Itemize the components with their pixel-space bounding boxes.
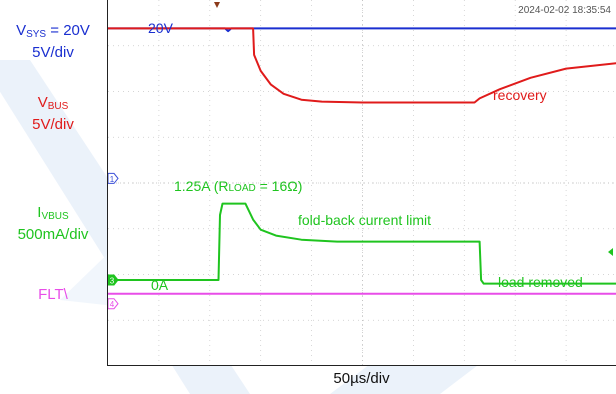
annotation-current-peak-suffix: = 16Ω) xyxy=(256,178,303,194)
ivbus-label: IVBUS 500mA/div xyxy=(0,204,106,244)
svg-text:1: 1 xyxy=(110,175,115,184)
svg-text:4: 4 xyxy=(110,300,115,309)
trace-ivbus xyxy=(108,202,616,285)
trigger-level-arrow-icon xyxy=(608,248,613,256)
annotation-current-peak-sub: LOAD xyxy=(228,183,255,194)
annotation-current-peak-prefix: 1.25A (R xyxy=(174,178,228,194)
vsys-label-rest: = 20V xyxy=(46,22,90,39)
vsys-scale: 5V/div xyxy=(32,44,74,61)
annotation-recovery: recovery xyxy=(493,87,547,103)
annotation-20v: 20V xyxy=(148,20,174,36)
vbus-label: VBUS 5V/div xyxy=(0,94,106,134)
channel-marker-3: 3 xyxy=(108,274,119,286)
channel-markers: 1 3 4 xyxy=(108,172,119,310)
annotation-zero: 0A xyxy=(151,277,169,293)
vsys-label: VSYS = 20V 5V/div xyxy=(0,22,106,62)
x-axis-label: 50µs/div xyxy=(333,370,390,387)
vbus-label-sub: BUS xyxy=(47,101,69,112)
vbus-label-main: V xyxy=(37,94,48,111)
trigger-marker-icon xyxy=(214,2,220,8)
vsys-label-main: V xyxy=(16,22,27,39)
flt-label: FLT\ xyxy=(0,286,106,304)
channel-marker-1: 1 xyxy=(108,172,119,184)
ivbus-scale: 500mA/div xyxy=(17,226,89,243)
ivbus-label-sub: VBUS xyxy=(41,211,69,222)
scope-plot: 1 3 4 2024-02-02 18:35:54 20V recovery 1.2… xyxy=(108,0,616,365)
annotation-foldback: fold-back current limit xyxy=(298,212,431,228)
trace-vbus xyxy=(108,27,616,104)
annotation-current-peak: 1.25A (RLOAD = 16Ω) xyxy=(174,178,302,194)
vsys-label-sub: SYS xyxy=(26,29,47,40)
channel-marker-4: 4 xyxy=(108,298,119,310)
scope-screen: 1 3 4 2024-02-02 18:35:54 20V recovery 1.2… xyxy=(107,0,616,366)
timestamp-text: 2024-02-02 18:35:54 xyxy=(518,5,611,16)
ivbus-label-main: I xyxy=(37,204,42,221)
svg-text:3: 3 xyxy=(110,276,115,285)
scope-traces xyxy=(108,27,616,295)
scope-grid xyxy=(108,0,616,365)
flt-label-main: FLT\ xyxy=(38,286,68,303)
vbus-scale: 5V/div xyxy=(32,116,74,133)
annotation-load-removed: load removed xyxy=(498,274,583,290)
